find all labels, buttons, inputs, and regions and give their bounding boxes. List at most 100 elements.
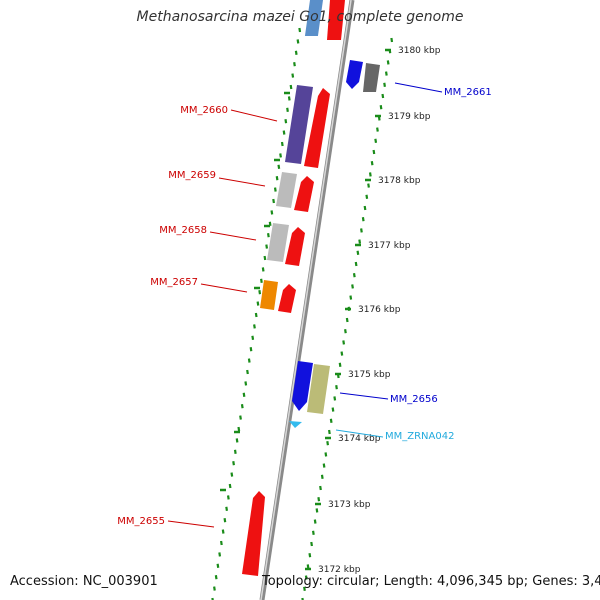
outer-dot-guide-dot bbox=[351, 284, 354, 289]
inner-dot-guide-dot bbox=[216, 563, 220, 568]
gene-block-mm2657 bbox=[260, 280, 278, 310]
gene-label[interactable]: MM_2661 bbox=[444, 87, 492, 98]
inner-dot-guide-dot bbox=[225, 506, 229, 511]
topology-summary-text: Topology: circular; Length: 4,096,345 bp… bbox=[262, 574, 600, 589]
outer-dot-guide-dot bbox=[311, 530, 315, 535]
inner-dot-guide-dot bbox=[254, 312, 258, 318]
inner-dot-guide-dot bbox=[226, 495, 230, 500]
outer-dot-guide-dot bbox=[344, 329, 347, 334]
inner-dot-guide-dot bbox=[237, 426, 241, 432]
inner-dot-guide-dot bbox=[253, 324, 256, 329]
gene-label[interactable]: MM_2656 bbox=[390, 394, 438, 405]
gene-arrow-mm2658 bbox=[285, 227, 305, 266]
inner-dot-guide-dot bbox=[256, 301, 260, 306]
inner-dot-guide-dot bbox=[280, 141, 284, 147]
outer-dot-guide-dot bbox=[361, 217, 365, 222]
inner-dot-guide-dot bbox=[242, 392, 246, 397]
kbp-tick-label: 3172 kbp bbox=[318, 565, 361, 575]
inner-dot-guide-dot bbox=[249, 347, 253, 352]
outer-dot-guide-dot bbox=[306, 564, 310, 569]
outer-dot-guide-dot bbox=[313, 519, 317, 524]
outer-dot-guide-dot bbox=[349, 295, 353, 300]
gene-arrow-mm2655 bbox=[242, 491, 265, 576]
gene-label-leader bbox=[200, 283, 248, 293]
inner-dot-guide-dot bbox=[270, 210, 274, 215]
inner-dot-guide-dot bbox=[246, 369, 249, 375]
inner-dot-guide-dot bbox=[287, 96, 291, 101]
kbp-ticks: 3180 kbp 3179 kbp 3178 kbp 3177 kbp 3176 kbp… bbox=[220, 46, 441, 575]
gene-label[interactable]: MM_2660 bbox=[180, 105, 228, 116]
inner-dot-guide-dot bbox=[260, 278, 263, 283]
gene-label[interactable]: MM_2655 bbox=[117, 516, 165, 527]
outer-dot-guide-dot bbox=[324, 452, 328, 457]
gene-label-leader bbox=[167, 520, 215, 528]
inner-dot-guide-dot bbox=[251, 335, 255, 340]
kbp-tick-label: 3176 kbp bbox=[358, 305, 401, 315]
outer-dot-guide-dot bbox=[358, 239, 362, 244]
inner-dot-guide-dot bbox=[268, 221, 272, 226]
accession-text: Accession: NC_003901 bbox=[10, 574, 158, 589]
genome-backbone bbox=[259, 0, 355, 600]
outer-dot-guide-dot bbox=[315, 508, 319, 513]
outer-dot-guide-dot bbox=[360, 228, 363, 233]
kbp-tick-label: 3177 kbp bbox=[368, 241, 411, 251]
outer-dot-guide-dot bbox=[308, 553, 312, 558]
gene-label[interactable]: MM_2657 bbox=[150, 277, 198, 288]
page-title: Methanosarcina mazei Go1, complete genom… bbox=[136, 9, 464, 25]
inner-dot-guide-dot bbox=[266, 233, 270, 238]
inner-dot-guide-dot bbox=[291, 73, 295, 78]
inner-dot-guide-dot bbox=[298, 27, 302, 33]
gene-arrow-mm2657 bbox=[278, 284, 296, 313]
gene-label[interactable]: MM_2659 bbox=[168, 170, 216, 181]
outer-dot-guide-dot bbox=[303, 586, 306, 591]
outer-dot-guide-dot bbox=[356, 250, 360, 255]
outer-dot-guide-dot bbox=[328, 429, 331, 435]
inner-dot-guide-dot bbox=[239, 415, 242, 420]
gene-label[interactable]: MM_ZRNA042 bbox=[385, 431, 454, 442]
outer-dot-guide-dot bbox=[310, 541, 313, 547]
gene-block-top-blue bbox=[304, 0, 323, 36]
inner-dot-guide-dot bbox=[218, 552, 222, 557]
inner-dot-guide-dot bbox=[258, 290, 262, 295]
gene-block-mm2656-olive bbox=[307, 364, 330, 414]
inner-dot-guide-dot bbox=[233, 449, 237, 454]
outer-dot-guide-dot bbox=[376, 127, 379, 132]
outer-dot-guide-dot bbox=[338, 362, 342, 367]
inner-dot-guide-dot bbox=[263, 255, 267, 261]
inner-dot-guide-dot bbox=[273, 187, 277, 192]
outer-dot-guide-dot bbox=[329, 418, 333, 423]
outer-dot-guide-dot bbox=[342, 340, 346, 345]
genome-backbone-highlight bbox=[260, 0, 352, 600]
kbp-tick-label: 3175 kbp bbox=[348, 370, 391, 380]
outer-dot-guide-dot bbox=[367, 183, 370, 188]
inner-dot-guide-dot bbox=[230, 472, 234, 477]
gene-block-mm2661-gray bbox=[363, 63, 380, 92]
gene-label[interactable]: MM_2658 bbox=[159, 225, 207, 236]
gene-arrow-mm2656 bbox=[292, 361, 313, 411]
kbp-tick-label: 3174 kbp bbox=[338, 434, 381, 444]
inner-dot-guide-dot bbox=[261, 267, 265, 272]
inner-dot-guide-dot bbox=[247, 358, 251, 363]
inner-dot-guide-dot bbox=[240, 404, 244, 409]
gene-label-leader bbox=[230, 109, 278, 122]
gene-arrow-mm2660 bbox=[304, 88, 330, 168]
inner-dot-guide-dot bbox=[294, 50, 298, 55]
inner-dot-guide-dot bbox=[211, 597, 214, 600]
kbp-tick-label: 3180 kbp bbox=[398, 46, 441, 56]
outer-dot-guide-dot bbox=[390, 37, 394, 43]
outer-dot-guide-dot bbox=[384, 71, 388, 76]
gene-label-leader bbox=[335, 429, 384, 438]
outer-dot-guide-dot bbox=[381, 93, 385, 99]
outer-dot-guide-dot bbox=[352, 273, 356, 278]
tick-dot-guides bbox=[211, 27, 394, 600]
gene-label-leader bbox=[339, 392, 389, 400]
inner-dot-guide-dot bbox=[286, 107, 289, 112]
inner-dot-guide-dot bbox=[244, 381, 248, 386]
outer-dot-guide-dot bbox=[331, 407, 335, 412]
gene-arrow-mm2661 bbox=[346, 60, 363, 89]
outer-dot-guide-dot bbox=[322, 463, 326, 468]
outer-dot-guide-dot bbox=[372, 149, 376, 155]
inner-dot-guide-dot bbox=[220, 540, 223, 546]
gene-label-leader bbox=[209, 231, 257, 241]
